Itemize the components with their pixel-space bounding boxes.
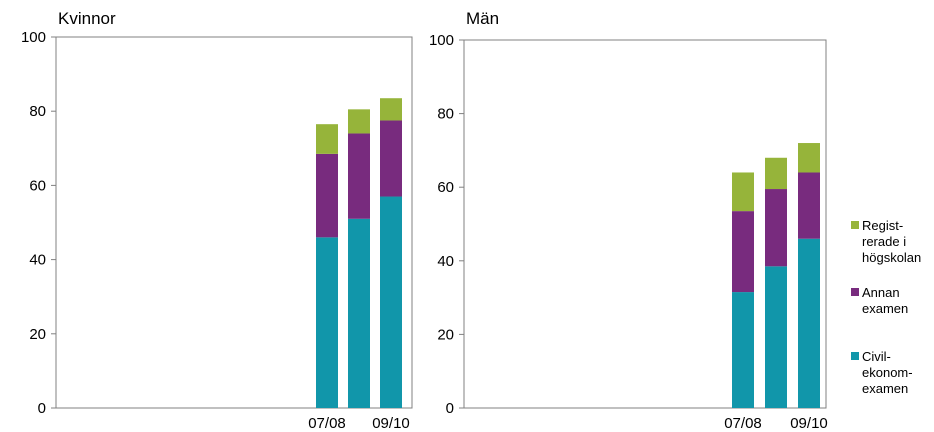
bar-0-regist-1 bbox=[348, 109, 370, 134]
bar-0-regist-0 bbox=[316, 124, 338, 154]
bar-0-regist-2 bbox=[380, 98, 402, 121]
bar-1-regist-1 bbox=[765, 157, 787, 190]
bar-1-civil-0 bbox=[732, 292, 754, 408]
bar-1-civil-1 bbox=[765, 266, 787, 408]
y-tick-label-1-0: 0 bbox=[446, 400, 454, 417]
y-tick-label-1-80: 80 bbox=[437, 106, 454, 123]
legend-swatch-annan bbox=[851, 288, 859, 296]
bar-0-annan-1 bbox=[348, 133, 370, 219]
bar-1-civil-2 bbox=[798, 238, 820, 408]
bar-0-civil-2 bbox=[380, 196, 402, 408]
y-tick-label-1-20: 20 bbox=[437, 326, 454, 343]
x-tick-label-1-0: 07/08 bbox=[724, 415, 762, 432]
y-tick-label-0-20: 20 bbox=[29, 326, 46, 343]
x-tick-label-0-2: 09/10 bbox=[372, 415, 410, 432]
bar-1-regist-0 bbox=[732, 172, 754, 212]
bar-1-regist-2 bbox=[798, 143, 820, 173]
y-tick-label-0-80: 80 bbox=[29, 103, 46, 120]
legend-label-annan: Annan examen bbox=[862, 285, 909, 316]
y-tick-label-1-40: 40 bbox=[437, 253, 454, 270]
legend-swatch-civil bbox=[851, 352, 859, 360]
bar-0-civil-0 bbox=[316, 237, 338, 408]
bar-1-annan-0 bbox=[732, 211, 754, 293]
y-tick-label-0-40: 40 bbox=[29, 252, 46, 269]
bar-0-annan-0 bbox=[316, 153, 338, 238]
bar-1-annan-2 bbox=[798, 172, 820, 239]
y-tick-label-0-0: 0 bbox=[38, 400, 46, 417]
bar-0-civil-1 bbox=[348, 218, 370, 408]
legend-swatch-regist bbox=[851, 221, 859, 229]
y-tick-label-1-60: 60 bbox=[437, 179, 454, 196]
chart-right-title: Män bbox=[466, 9, 500, 28]
legend-label-regist: Regist- rerade i högskolan bbox=[862, 218, 922, 265]
chart-left-title: Kvinnor bbox=[58, 9, 116, 28]
bar-0-annan-2 bbox=[380, 120, 402, 197]
legend-label-civil: Civil- ekonom- examen bbox=[862, 349, 913, 396]
y-tick-label-0-100: 100 bbox=[21, 29, 46, 46]
bar-1-annan-1 bbox=[765, 189, 787, 267]
x-tick-label-1-2: 09/10 bbox=[790, 415, 828, 432]
y-tick-label-0-60: 60 bbox=[29, 177, 46, 194]
y-tick-label-1-100: 100 bbox=[429, 32, 454, 49]
x-tick-label-0-0: 07/08 bbox=[308, 415, 346, 432]
